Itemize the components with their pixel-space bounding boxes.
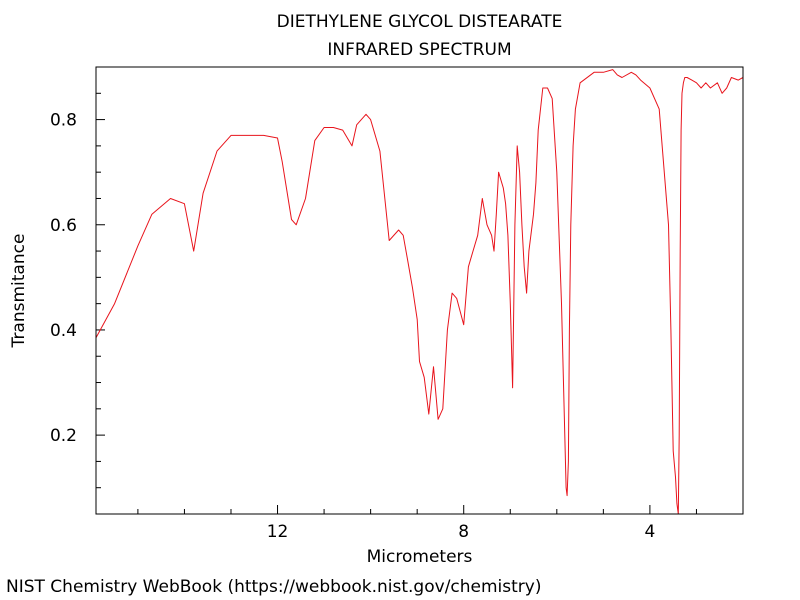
chart-subtitle: INFRARED SPECTRUM bbox=[327, 40, 512, 60]
x-tick-label: 12 bbox=[267, 522, 289, 542]
source-footer: NIST Chemistry WebBook (https://webbook.… bbox=[6, 577, 542, 597]
y-tick-label: 0.2 bbox=[50, 426, 77, 446]
x-tick-label: 4 bbox=[644, 522, 655, 542]
chart-title: DIETHYLENE GLYCOL DISTEARATE bbox=[276, 12, 563, 32]
y-tick-label: 0.8 bbox=[50, 111, 77, 131]
y-tick-label: 0.6 bbox=[50, 216, 77, 236]
plot-frame bbox=[95, 66, 744, 515]
y-axis-label: Transmitance bbox=[9, 234, 29, 349]
x-tick-label: 8 bbox=[458, 522, 469, 542]
x-axis-label: Micrometers bbox=[367, 547, 473, 567]
y-tick-label: 0.4 bbox=[50, 321, 77, 341]
spectrum-line bbox=[95, 69, 744, 515]
